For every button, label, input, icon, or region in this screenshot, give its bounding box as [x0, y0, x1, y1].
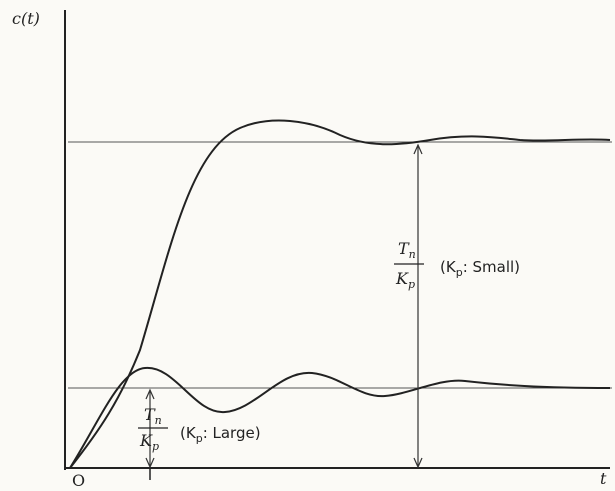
condition-label: (Kp: Large) — [180, 424, 261, 445]
diagram: c(t) t O Tn Kp (Kp: Small) Tn Kp (Kp: La… — [0, 0, 615, 491]
condition-label: (Kp: Small) — [440, 258, 520, 279]
text: : Small) — [463, 258, 520, 276]
x-axis-label: t — [600, 469, 607, 488]
subscript: p — [408, 278, 415, 291]
text: (K — [180, 424, 197, 442]
symbol: K — [395, 269, 409, 288]
subscript: p — [152, 440, 159, 453]
origin-label: O — [72, 471, 85, 490]
text: : Large) — [203, 424, 261, 442]
text: (K — [440, 258, 457, 276]
y-axis-label: c(t) — [12, 9, 40, 28]
symbol: K — [139, 431, 153, 450]
subscript: n — [155, 414, 162, 427]
subscript: n — [409, 248, 416, 261]
background — [0, 0, 615, 491]
subscript: p — [196, 432, 203, 445]
subscript: p — [456, 266, 463, 279]
